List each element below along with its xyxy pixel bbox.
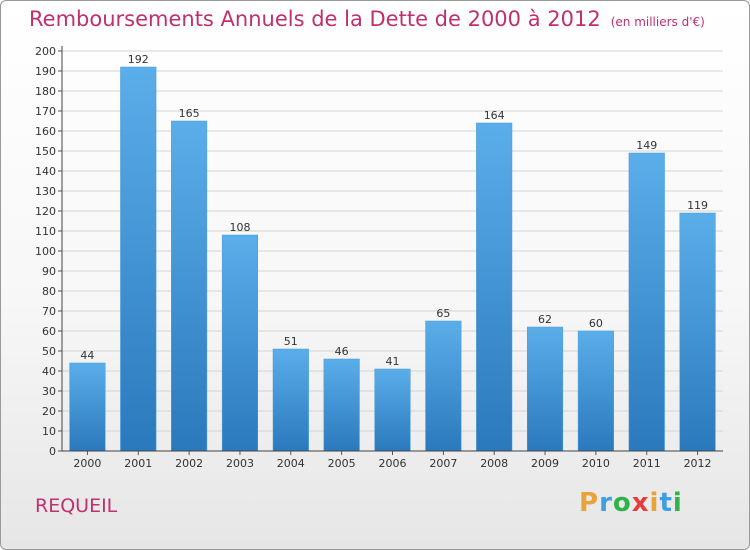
data-label: 44 <box>80 349 94 362</box>
logo-letter: P <box>579 488 600 518</box>
y-tick-label: 0 <box>49 445 56 458</box>
bar <box>69 362 106 452</box>
x-tick-label: 2001 <box>124 457 152 470</box>
logo-letter: i <box>649 488 660 518</box>
bar <box>526 326 564 452</box>
y-tick-label: 40 <box>42 365 56 378</box>
bar <box>577 330 614 452</box>
x-tick-label: 2011 <box>633 457 661 470</box>
bar <box>679 212 716 452</box>
y-tick-label: 70 <box>42 305 56 318</box>
x-tick-label: 2000 <box>73 457 101 470</box>
bar <box>628 152 665 452</box>
proxiti-logo: Proxiti <box>579 488 683 518</box>
data-label: 62 <box>538 313 552 326</box>
x-tick-label: 2009 <box>531 457 559 470</box>
data-label: 41 <box>386 355 400 368</box>
y-tick-label: 100 <box>35 245 56 258</box>
logo-letter: x <box>631 488 650 518</box>
bar <box>476 122 513 452</box>
bar <box>120 66 157 452</box>
x-tick-label: 2006 <box>379 457 407 470</box>
y-tick-label: 130 <box>35 185 56 198</box>
x-tick-label: 2002 <box>175 457 203 470</box>
bar <box>425 320 462 452</box>
bar <box>171 120 208 452</box>
y-tick-label: 80 <box>42 285 56 298</box>
x-tick-label: 2004 <box>277 457 305 470</box>
data-labels: 44 192 165 108 51 46 41 65 164 62 60 149 119 <box>80 53 708 368</box>
y-tick-label: 200 <box>35 45 56 58</box>
data-label: 165 <box>179 107 200 120</box>
y-tick-label: 180 <box>35 85 56 98</box>
y-tick-label: 120 <box>35 205 56 218</box>
x-tick-label: 2003 <box>226 457 254 470</box>
x-tick-label: 2010 <box>582 457 610 470</box>
data-label: 65 <box>436 307 450 320</box>
logo-letter: t <box>659 488 673 518</box>
data-label: 149 <box>636 139 657 152</box>
bar <box>323 358 360 452</box>
y-tick-label: 20 <box>42 405 56 418</box>
y-tick-label: 140 <box>35 165 56 178</box>
y-tick-label: 170 <box>35 105 56 118</box>
data-label: 46 <box>335 345 349 358</box>
bar <box>221 234 259 452</box>
logo-letter: r <box>599 488 613 518</box>
y-tick-label: 10 <box>42 425 56 438</box>
y-tick-label: 60 <box>42 325 56 338</box>
bars <box>69 66 716 452</box>
data-label: 164 <box>484 109 505 122</box>
chart-subtitle: (en milliers d'€) <box>610 15 705 29</box>
x-tick-label: 2012 <box>684 457 712 470</box>
data-label: 108 <box>229 221 250 234</box>
y-axis-ticks: 0 10 20 30 40 50 60 70 80 90 100 110 120 130 140 150 160… <box>35 45 62 458</box>
logo-letter: i <box>672 488 683 518</box>
y-tick-label: 50 <box>42 345 56 358</box>
data-label: 51 <box>284 335 298 348</box>
data-label: 192 <box>128 53 149 66</box>
y-tick-label: 110 <box>35 225 56 238</box>
y-tick-label: 30 <box>42 385 56 398</box>
y-tick-label: 160 <box>35 125 56 138</box>
x-axis-ticks: 2000 2001 2002 2003 2004 2005 2006 2007 2008 2009… <box>73 451 712 470</box>
axes <box>61 46 723 452</box>
commune-name: REQUEIL <box>35 495 118 517</box>
x-tick-label: 2005 <box>328 457 356 470</box>
bar <box>272 348 309 452</box>
x-tick-label: 2008 <box>480 457 508 470</box>
bar <box>374 368 411 452</box>
data-label: 119 <box>687 199 708 212</box>
x-tick-label: 2007 <box>429 457 457 470</box>
data-label: 60 <box>589 317 603 330</box>
logo-letter: o <box>612 488 632 518</box>
y-tick-label: 150 <box>35 145 56 158</box>
y-tick-label: 90 <box>42 265 56 278</box>
y-tick-label: 190 <box>35 65 56 78</box>
chart-title: Remboursements Annuels de la Dette de 20… <box>29 7 705 31</box>
